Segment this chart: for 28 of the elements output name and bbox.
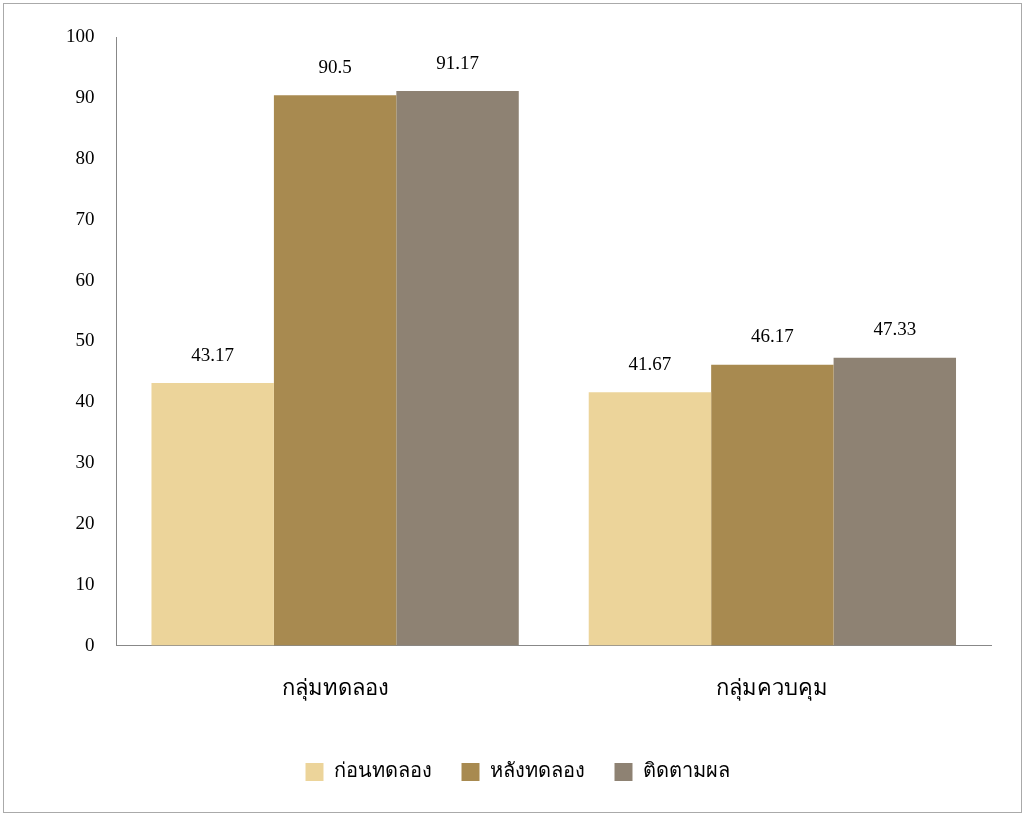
data-label: 90.5 — [318, 55, 352, 77]
bar — [711, 364, 834, 646]
y-tick-label: 10 — [75, 572, 95, 594]
y-tick-label: 30 — [75, 451, 95, 473]
data-label: 91.17 — [436, 51, 479, 73]
legend-label: หลังทดลอง — [489, 759, 585, 782]
y-tick-label: 100 — [66, 25, 95, 47]
x-tick-label: กลุ่มทดลอง — [281, 674, 389, 701]
bar — [396, 91, 519, 646]
x-tick-label: กลุ่มควบคุม — [716, 674, 829, 701]
data-label: 46.17 — [751, 325, 794, 347]
bar — [588, 392, 712, 646]
data-label: 47.33 — [873, 318, 917, 340]
y-tick-label: 60 — [75, 268, 95, 290]
bar — [151, 383, 274, 646]
data-label: 43.17 — [191, 343, 235, 365]
legend-label: ก่อนทดลอง — [333, 759, 432, 782]
y-tick-label: 80 — [75, 147, 95, 169]
y-tick-label: 40 — [75, 390, 95, 412]
y-tick-label: 90 — [75, 86, 95, 108]
y-tick-label: 20 — [75, 511, 95, 533]
y-tick-label: 0 — [85, 633, 95, 655]
bar — [273, 95, 397, 646]
data-label: 41.67 — [628, 352, 672, 374]
bar — [833, 357, 957, 646]
y-tick-label: 70 — [75, 207, 95, 229]
legend-label: ติดตามผล — [642, 759, 730, 782]
y-tick-label: 50 — [75, 329, 95, 351]
